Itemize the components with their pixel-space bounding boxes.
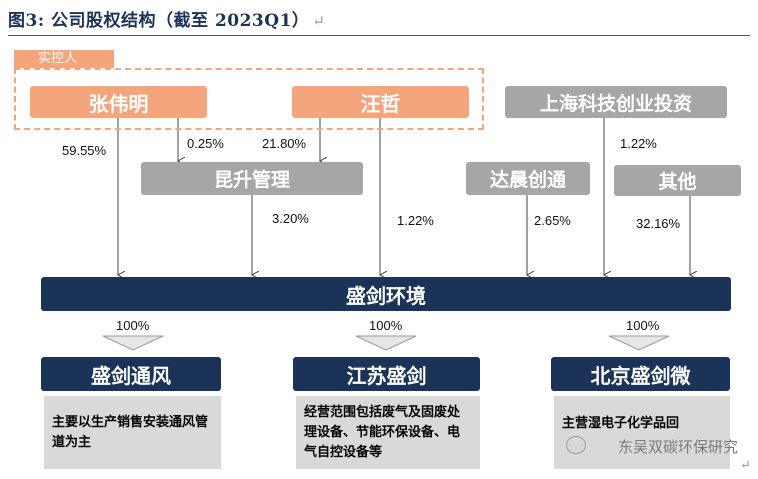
controller-group-frame: [14, 68, 484, 130]
pct-wang-direct: 1.22%: [397, 213, 434, 228]
subsidiary-name-3: 北京盛剑微: [551, 357, 730, 391]
company-box: 盛剑环境: [41, 277, 731, 311]
pct-kunsheng: 3.20%: [272, 211, 309, 226]
subsidiary-desc-1: 主要以生产销售安装通风管道为主: [44, 396, 221, 469]
subsidiary-desc-2: 经营范围包括废气及固废处理设备、节能环保设备、电气自控设备等: [296, 396, 480, 469]
paragraph-mark: ↵: [312, 12, 326, 30]
controller-label: 实控人: [14, 50, 114, 68]
shareholder-dachen: 达晨创通: [466, 162, 590, 195]
subsidiary-name-1: 盛剑通风: [41, 357, 221, 391]
arrow-sub1: [102, 335, 164, 351]
arrow-sub3: [608, 335, 670, 351]
pct-others: 32.16%: [636, 216, 681, 231]
subsidiary-name-2: 江苏盛剑: [293, 357, 480, 391]
shareholder-others: 其他: [614, 165, 741, 196]
wechat-icon: [566, 436, 586, 454]
subsidiary-desc-3: 主营湿电子化学品回: [554, 396, 730, 469]
shareholder-zhang: 张伟明: [30, 86, 207, 118]
pct-zhang-direct: 59.55%: [62, 143, 107, 158]
title-divider: [8, 35, 750, 36]
figure-title-text: 图3: 公司股权结构（截至 2023Q1）: [8, 11, 310, 31]
pct-subsidiary-1: 100%: [116, 318, 150, 333]
pct-wang-kunsheng: 21.80%: [262, 136, 307, 151]
shareholder-kunsheng: 昆升管理: [141, 162, 363, 195]
paragraph-return-mark: ↵: [740, 458, 751, 473]
shareholder-wang: 汪哲: [292, 86, 469, 118]
pct-shanghai: 1.22%: [620, 136, 657, 151]
figure-title: 图3: 公司股权结构（截至 2023Q1） ↵: [8, 6, 325, 31]
pct-zhang-kunsheng: 0.25%: [187, 136, 224, 151]
arrow-sub2: [355, 335, 417, 351]
shareholder-shanghai: 上海科技创业投资: [505, 86, 727, 118]
pct-subsidiary-3: 100%: [626, 318, 660, 333]
watermark-text: 东吴双碳环保研究: [617, 438, 738, 456]
pct-subsidiary-2: 100%: [369, 318, 403, 333]
pct-dachen: 2.65%: [534, 213, 571, 228]
